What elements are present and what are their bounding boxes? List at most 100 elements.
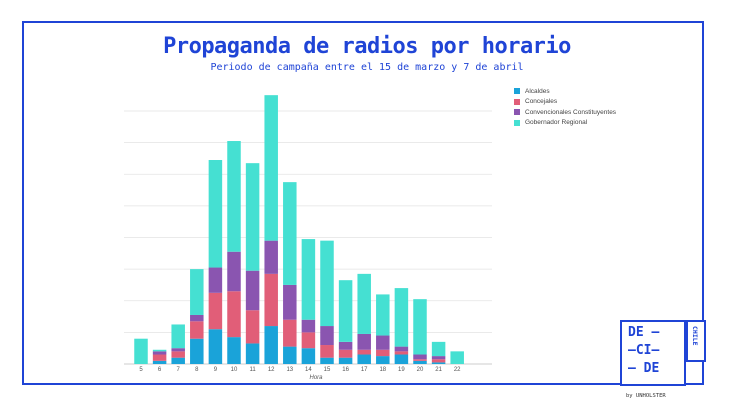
bar-segment — [152, 360, 167, 364]
x-tick-label: 15 — [324, 367, 331, 373]
bar-segment — [152, 354, 167, 361]
bar-segment — [171, 324, 185, 349]
logo-side-label: CHILE — [691, 326, 699, 346]
bar-segment — [301, 319, 316, 333]
bar-segment — [413, 359, 427, 361]
bar-segment — [376, 294, 390, 336]
bar-segment — [171, 348, 185, 352]
bar-segment — [208, 292, 223, 330]
bar-segment — [394, 354, 409, 364]
bar-segment — [245, 270, 260, 311]
bar-segment — [190, 269, 204, 315]
bar-segment — [227, 337, 241, 364]
bar-segment — [320, 240, 334, 327]
bar-segment — [190, 314, 204, 322]
bar-segment — [264, 326, 278, 364]
decide-logo: DE — —CI— — DE — [620, 320, 686, 386]
logo-row-2: —CI— — [628, 343, 660, 358]
bar-segment — [264, 240, 278, 274]
bar-segment — [264, 95, 278, 241]
bar-segment — [245, 163, 260, 271]
legend-label: Concejales — [525, 98, 558, 106]
x-tick-label: 9 — [214, 367, 218, 373]
logo-byline: by UNHOLSTER — [626, 393, 666, 399]
x-tick-label: 7 — [177, 367, 181, 373]
x-tick-label: 13 — [286, 367, 293, 373]
x-tick-label: 18 — [379, 367, 386, 373]
bar-segment — [301, 332, 316, 349]
chart-legend: Alcaldes Concejales Convencionales Constit… — [514, 86, 616, 128]
bar-segment — [283, 182, 297, 285]
x-tick-label: 6 — [158, 367, 162, 373]
legend-item: Alcaldes — [514, 86, 616, 97]
chart-subtitle: Periodo de campaña entre el 15 de marzo … — [210, 62, 524, 73]
x-tick-label: 10 — [231, 367, 238, 373]
bar-segment — [320, 357, 334, 364]
legend-label: Gobernador Regional — [525, 119, 588, 127]
chart-frame — [22, 21, 704, 385]
bar-segment — [413, 360, 427, 364]
x-tick-label: 5 — [139, 367, 143, 373]
bar-segment — [320, 326, 334, 346]
bar-segment — [190, 338, 204, 364]
bar-segment — [394, 351, 409, 355]
bar-segment — [190, 321, 204, 339]
legend-label: Alcaldes — [525, 87, 550, 95]
bar-segment — [450, 351, 464, 364]
bar-segment — [152, 349, 167, 352]
legend-label: Convencionales Constituyentes — [525, 108, 617, 116]
x-tick-label: 11 — [249, 367, 256, 373]
bar-segment — [283, 319, 297, 347]
x-tick-label: 14 — [305, 367, 312, 373]
bar-segment — [208, 160, 223, 268]
x-tick-label: 19 — [398, 367, 405, 373]
bar-segment — [227, 141, 241, 252]
x-axis-label: Hora — [309, 375, 323, 381]
x-tick-label: 16 — [342, 367, 349, 373]
legend-item: Convencionales Constituyentes — [514, 107, 616, 118]
legend-swatch — [514, 88, 520, 95]
bar-segment — [431, 356, 446, 360]
bar-segment — [338, 280, 353, 342]
legend-item: Concejales — [514, 97, 616, 108]
bar-segment — [394, 346, 409, 352]
bar-segment — [227, 251, 241, 292]
logo-row-1: DE — — [628, 325, 660, 340]
bar-segment — [357, 349, 371, 355]
x-tick-label: 12 — [268, 367, 275, 373]
x-tick-label: 8 — [195, 367, 199, 373]
bar-segment — [208, 329, 223, 364]
bar-segment — [301, 348, 316, 364]
bar-segment — [338, 341, 353, 350]
legend-item: Gobernador Regional — [514, 118, 616, 129]
bar-segment — [394, 288, 409, 347]
bar-segment — [338, 357, 353, 364]
bar-segment — [431, 341, 446, 357]
x-tick-label: 21 — [435, 367, 442, 373]
bar-segment — [431, 359, 446, 363]
bar-segment — [208, 267, 223, 293]
bar-segment — [171, 351, 185, 358]
bar-segment — [227, 291, 241, 338]
bar-segment — [283, 346, 297, 364]
bar-segment — [301, 239, 316, 320]
bar-segment — [245, 310, 260, 344]
bar-segment — [357, 273, 371, 334]
bar-segment — [152, 351, 167, 355]
logo-row-3: — DE — [628, 361, 660, 376]
bar-segment — [413, 354, 427, 360]
bar-segment — [320, 345, 334, 358]
legend-swatch — [514, 119, 520, 126]
bar-segment — [376, 335, 390, 350]
x-tick-label: 22 — [454, 367, 461, 373]
logo-side-tab: CHILE — [686, 320, 706, 362]
bar-segment — [171, 357, 185, 364]
bar-segment — [264, 273, 278, 327]
legend-swatch — [514, 98, 520, 105]
bar-segment — [376, 349, 390, 357]
bar-segment — [338, 349, 353, 358]
bar-segment — [376, 356, 390, 364]
bar-segment — [245, 343, 260, 364]
chart-title: Propaganda de radios por horario — [163, 34, 571, 59]
bar-segment — [431, 362, 446, 364]
